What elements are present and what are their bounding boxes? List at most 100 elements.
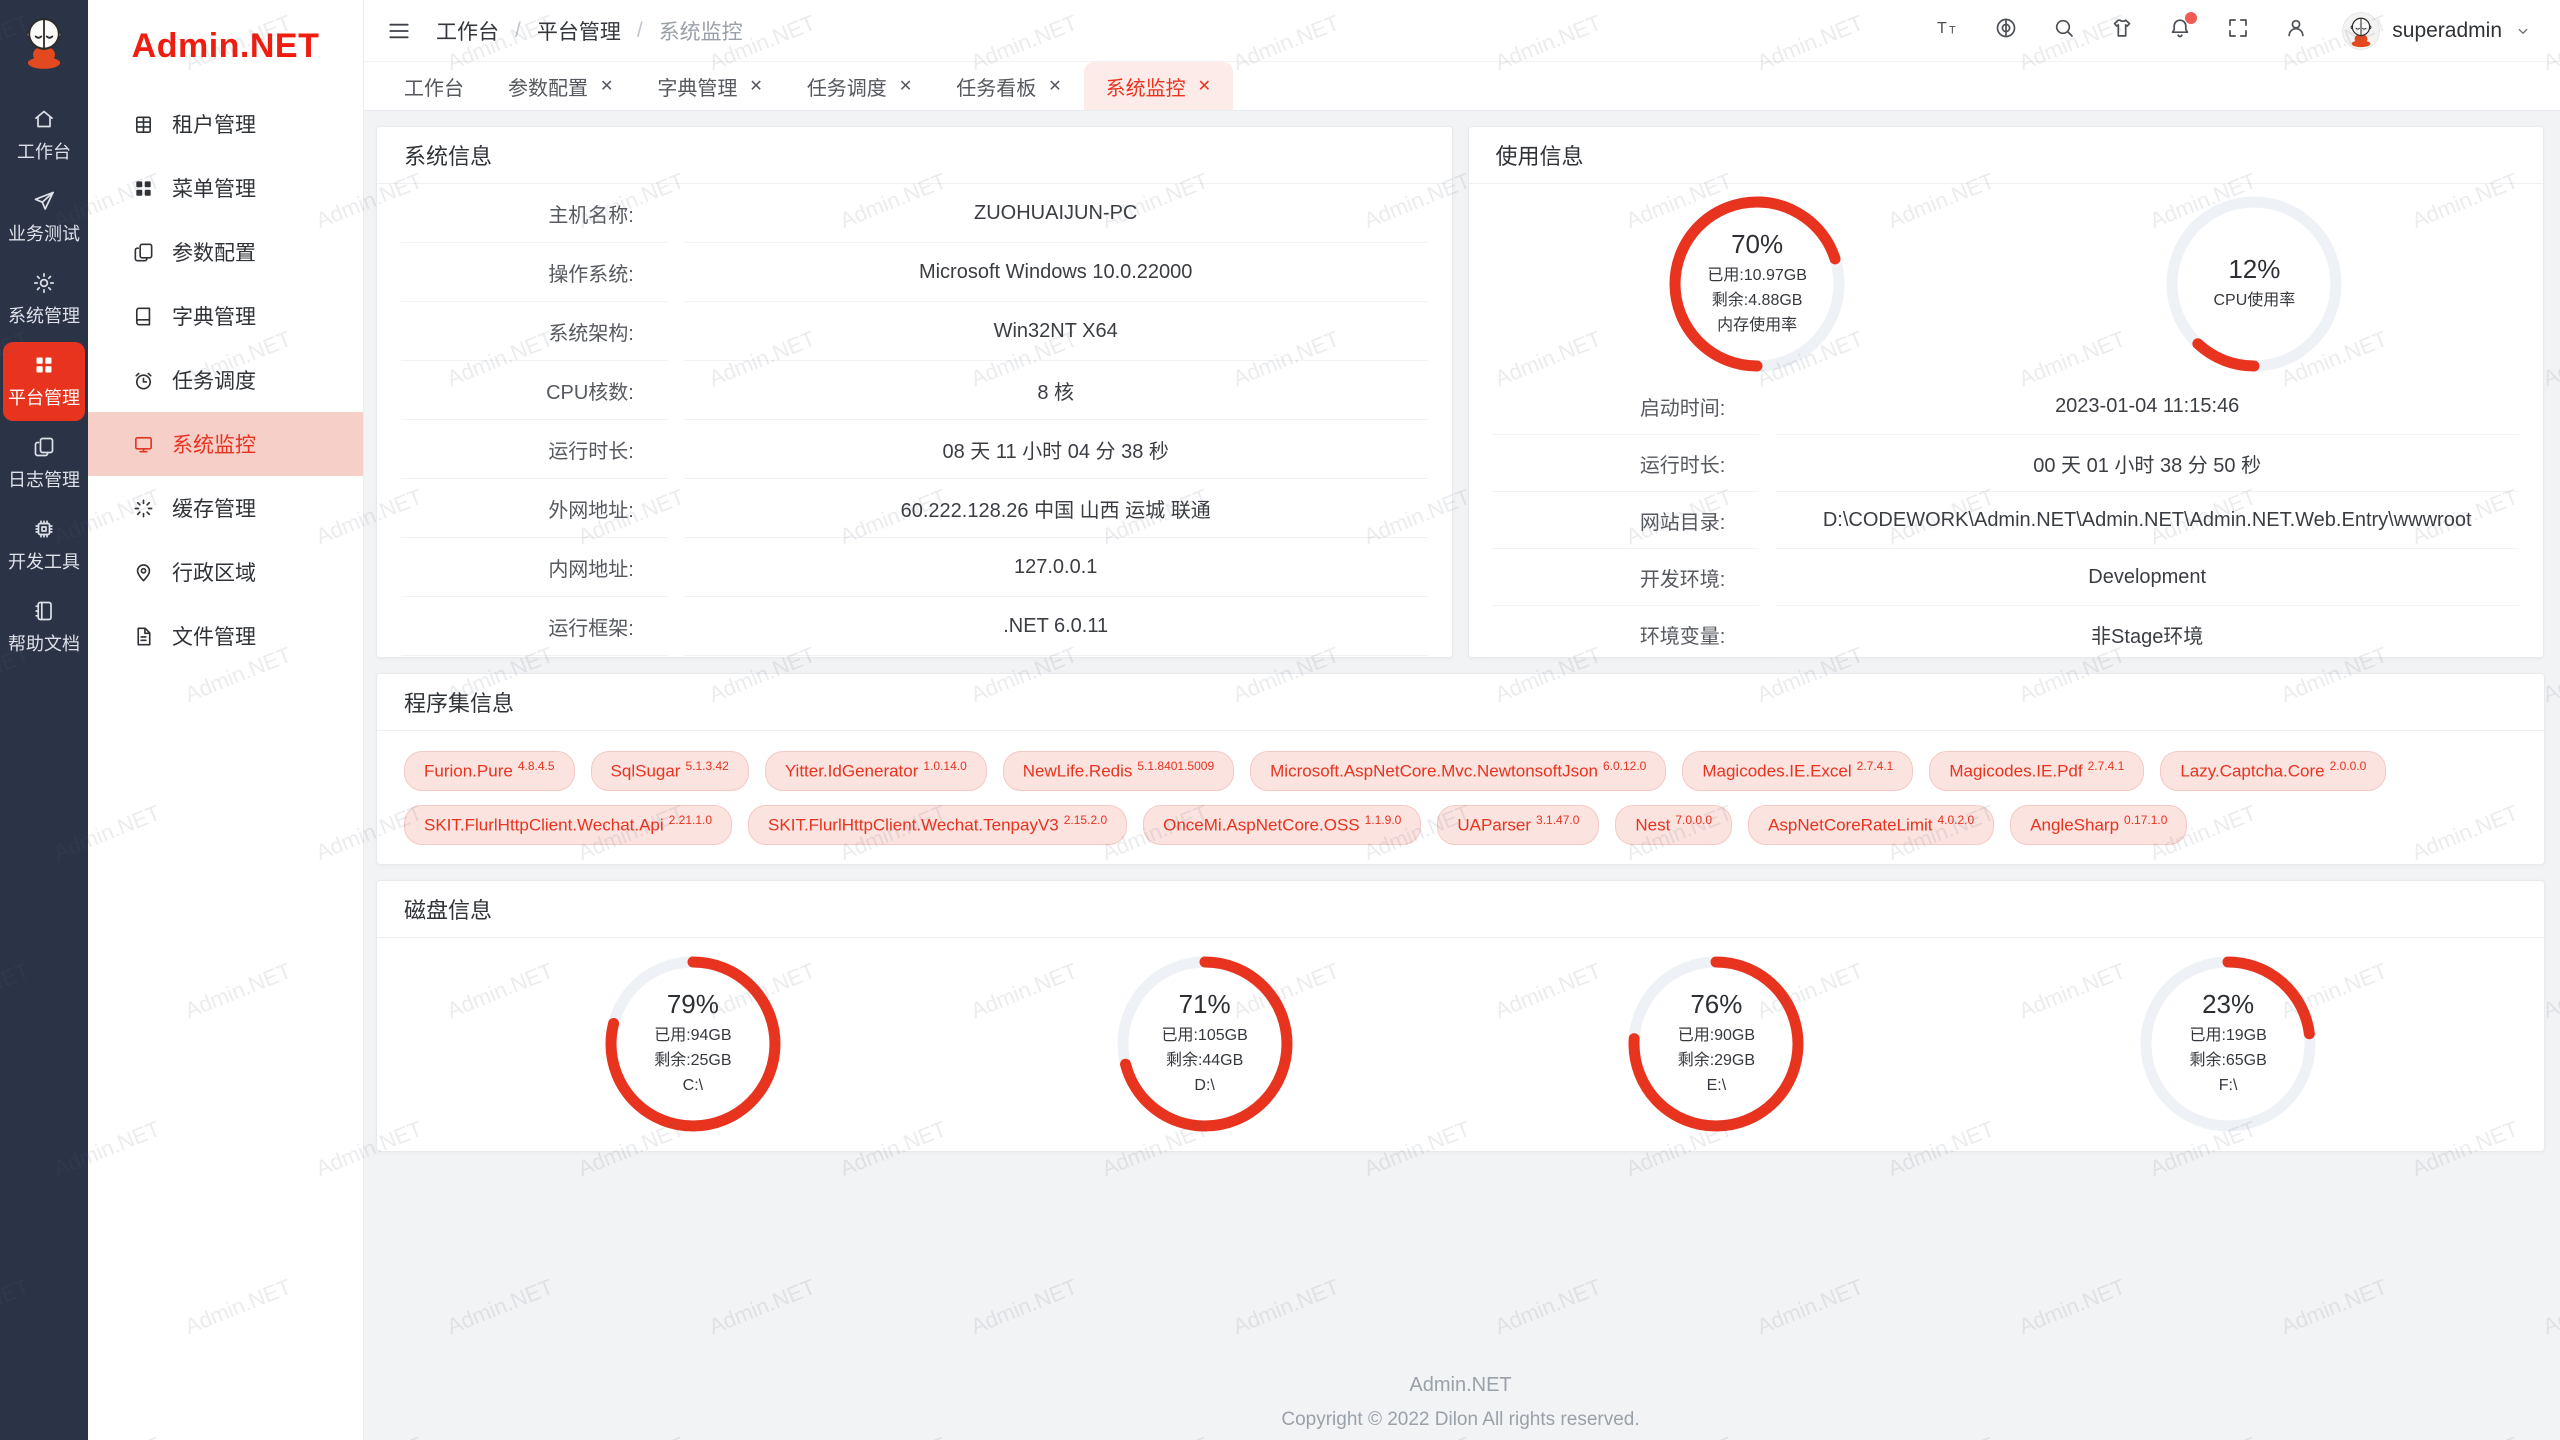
- package-name: UAParser: [1457, 815, 1532, 835]
- package-version: 6.0.12.0: [1602, 759, 1647, 773]
- info-label: 运行时长:: [401, 420, 668, 479]
- gauge-percent: 23%: [2202, 989, 2255, 1020]
- info-label: 操作系统:: [401, 243, 668, 302]
- primary-rail: 工作台业务测试系统管理 平台管理 日志管理 开发工具 帮助文档: [0, 0, 88, 1440]
- file-icon: [132, 625, 155, 648]
- search-button[interactable]: [2052, 16, 2076, 45]
- sidebar-item-tenant[interactable]: 租户管理: [88, 92, 363, 156]
- gear-icon: [32, 271, 56, 295]
- info-row: 开发环境: Development: [1492, 549, 2519, 606]
- gauge-line: 剩余:29GB: [1677, 1052, 1756, 1070]
- package-name: Magicodes.IE.Pdf: [1949, 761, 2083, 781]
- info-value: 127.0.0.1: [683, 538, 1428, 597]
- sidebar-item-config[interactable]: 参数配置: [88, 220, 363, 284]
- sidebar-item-monitor[interactable]: 系统监控: [88, 412, 363, 476]
- gauge-center-text: 23% 已用:19GB 剩余:65GB F:\: [2140, 956, 2316, 1132]
- dict-icon: [132, 305, 155, 328]
- package-badge: Nest 7.0.0.0: [1615, 805, 1733, 846]
- app-mascot-avatar[interactable]: [13, 10, 75, 77]
- gauge-percent: 71%: [1178, 989, 1231, 1020]
- package-badge: Microsoft.AspNetCore.Mvc.NewtonsoftJson 6…: [1250, 751, 1667, 792]
- rail-item-business-test[interactable]: 业务测试: [3, 178, 85, 257]
- notification-badge: [2185, 12, 2198, 24]
- rail-item-system-manage[interactable]: 系统管理: [3, 260, 85, 339]
- collapse-menu-icon[interactable]: [386, 18, 412, 44]
- disk-e-gauge: 76% 已用:90GB 剩余:29GB E:\: [1628, 956, 1804, 1132]
- package-version: 4.0.2.0: [1937, 813, 1975, 828]
- rail-item-dev-tools[interactable]: 开发工具: [3, 506, 85, 585]
- fullscreen-button[interactable]: [2226, 16, 2250, 45]
- package-badge: SKIT.FlurlHttpClient.Wechat.TenpayV3 2.15…: [748, 805, 1128, 846]
- package-version: 1.0.14.0: [923, 759, 967, 773]
- gauge-percent: 12%: [2228, 254, 2281, 285]
- sidebar-item-cache[interactable]: 缓存管理: [88, 476, 363, 540]
- package-name: Lazy.Captcha.Core: [2180, 761, 2325, 781]
- system-info-rows: 主机名称: ZUOHUAIJUN-PC 操作系统: Microsoft Windows…: [377, 184, 1452, 656]
- rail-item-workbench[interactable]: 工作台: [3, 96, 85, 175]
- breadcrumb-item[interactable]: 系统监控: [658, 20, 743, 44]
- gauge-center-text: 71% 已用:105GB 剩余:44GB D:\: [1117, 956, 1293, 1132]
- gauge-center-text: 70% 已用:10.97GB 剩余:4.88GB 内存使用率: [1669, 196, 1845, 372]
- bell-button[interactable]: [2168, 12, 2198, 45]
- package-badge: AspNetCoreRateLimit 4.0.2.0: [1748, 805, 1995, 846]
- close-icon[interactable]: ✕: [1197, 78, 1212, 95]
- sidebar-item-label: 行政区域: [172, 562, 256, 585]
- sidebar-item-label: 字典管理: [172, 306, 256, 329]
- gauge-line: 已用:105GB: [1161, 1027, 1248, 1045]
- info-label: 主机名称:: [401, 184, 668, 243]
- username-label: superadmin: [2392, 18, 2502, 42]
- breadcrumb-separator: /: [636, 18, 643, 42]
- content-area: 系统信息 主机名称: ZUOHUAIJUN-PC 操作系统: Microsoft Wi…: [364, 111, 2560, 1440]
- gauge-line: F:\: [2218, 1076, 2238, 1094]
- tab-monitor[interactable]: 系统监控 ✕: [1083, 62, 1234, 110]
- grid-icon: [32, 353, 56, 377]
- rail-menu: 工作台业务测试系统管理 平台管理 日志管理 开发工具 帮助文档: [3, 93, 85, 670]
- close-icon[interactable]: ✕: [898, 78, 913, 95]
- notebook-icon: [32, 599, 56, 623]
- tab-dict[interactable]: 字典管理 ✕: [635, 62, 784, 110]
- package-badge: Magicodes.IE.Pdf 2.7.4.1: [1929, 751, 2145, 792]
- language-button[interactable]: [1994, 16, 2018, 45]
- info-row: CPU核数: 8 核: [401, 361, 1428, 420]
- sidebar-item-dict[interactable]: 字典管理: [88, 284, 363, 348]
- chip-icon: [32, 517, 56, 541]
- monitor-icon: [132, 433, 155, 456]
- alarm-icon: [132, 369, 155, 392]
- user-button[interactable]: [2284, 16, 2308, 45]
- breadcrumb-item[interactable]: 工作台: [436, 20, 499, 44]
- user-menu[interactable]: superadmin: [2342, 11, 2532, 50]
- info-value: 2023-01-04 11:15:46: [1775, 378, 2519, 435]
- sidebar-item-region[interactable]: 行政区域: [88, 540, 363, 604]
- info-label: 环境变量:: [1492, 606, 1760, 663]
- tab-taskboard[interactable]: 任务看板 ✕: [934, 62, 1083, 110]
- gauge-percent: 76%: [1690, 989, 1743, 1020]
- sidebar-item-menu[interactable]: 菜单管理: [88, 156, 363, 220]
- info-row: 外网地址: 60.222.128.26 中国 山西 运城 联通: [401, 479, 1428, 538]
- info-label: 网站目录:: [1492, 492, 1760, 549]
- package-version: 5.1.3.42: [685, 759, 729, 773]
- footer-copyright: Copyright © 2022 Dilon All rights reserv…: [1281, 1409, 1640, 1430]
- rail-item-help-docs[interactable]: 帮助文档: [3, 588, 85, 667]
- close-icon[interactable]: ✕: [600, 78, 614, 95]
- package-version: 2.7.4.1: [1856, 759, 1894, 773]
- tab-config[interactable]: 参数配置 ✕: [486, 62, 635, 110]
- close-icon[interactable]: ✕: [1048, 78, 1062, 95]
- gauge-percent: 79%: [666, 989, 719, 1020]
- rail-item-label: 业务测试: [8, 224, 80, 244]
- gauge-line: CPU使用率: [2213, 292, 2296, 310]
- breadcrumb-item[interactable]: 平台管理: [536, 20, 621, 44]
- theme-icon: [2110, 16, 2134, 40]
- copy-icon: [32, 435, 56, 459]
- theme-button[interactable]: [2110, 16, 2134, 45]
- rail-item-log-manage[interactable]: 日志管理: [3, 424, 85, 503]
- close-icon[interactable]: ✕: [749, 78, 763, 95]
- tab-schedule[interactable]: 任务调度 ✕: [785, 62, 934, 110]
- sidebar-item-schedule[interactable]: 任务调度: [88, 348, 363, 412]
- gauge-line: 已用:10.97GB: [1707, 267, 1807, 285]
- package-version: 2.0.0.0: [2329, 759, 2367, 773]
- rail-item-platform-manage[interactable]: 平台管理: [3, 342, 85, 421]
- tab-workbench[interactable]: 工作台: [382, 62, 486, 110]
- sidebar-item-file[interactable]: 文件管理: [88, 604, 363, 668]
